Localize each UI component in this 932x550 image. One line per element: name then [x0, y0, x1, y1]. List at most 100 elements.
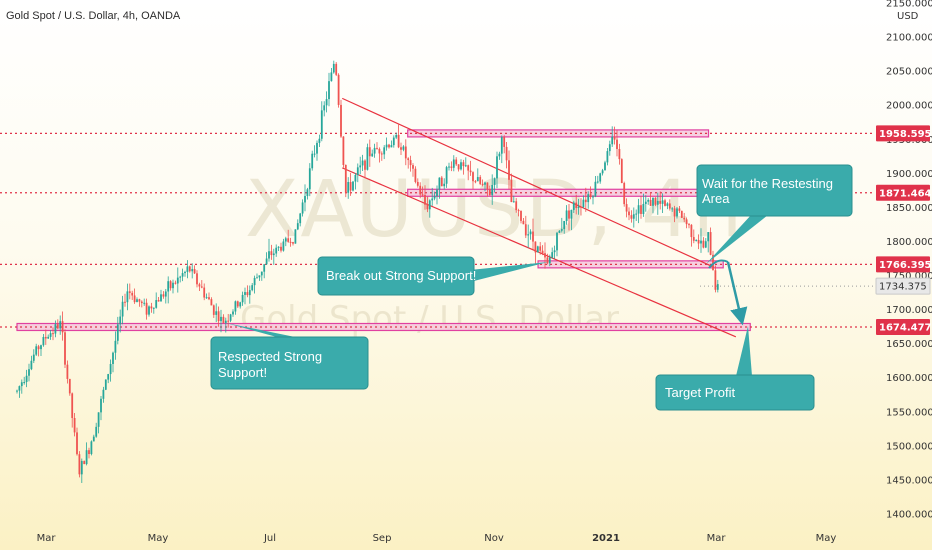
candle-body: [352, 181, 354, 191]
candle-body: [109, 363, 112, 375]
candle-body: [592, 196, 594, 198]
candle-body: [628, 211, 630, 216]
price-tick-label: 1850.000: [886, 203, 932, 214]
candle-body: [56, 324, 59, 329]
time-tick-label: Mar: [707, 533, 727, 544]
candle-body: [500, 137, 503, 154]
candle-body: [695, 239, 698, 241]
price-tick-label: 2000.000: [886, 101, 932, 112]
candle-body: [558, 230, 561, 233]
candle-body: [265, 258, 268, 265]
price-tag-label: 1871.464: [879, 188, 932, 199]
candle-body: [66, 364, 69, 379]
candle-body: [140, 301, 143, 304]
candle-body: [620, 159, 623, 184]
candle-body: [520, 211, 522, 221]
callout-pointer: [706, 214, 768, 264]
candle-body: [148, 306, 150, 315]
candle-body: [47, 336, 50, 339]
callout-target[interactable]: Target Profit: [655, 326, 815, 411]
candle-body: [270, 251, 273, 256]
candle-body: [193, 269, 196, 274]
candle-body: [421, 194, 424, 196]
candle-body: [311, 153, 314, 169]
callout-pointer: [226, 323, 300, 339]
candle-body: [172, 282, 174, 289]
candle-body: [325, 99, 328, 106]
time-axis[interactable]: Mar May Jul Sep Nov 2021 Mar May: [37, 533, 837, 544]
candle-body: [224, 320, 227, 323]
candle-body: [580, 206, 582, 208]
candle-body: [64, 332, 66, 365]
candle-body: [484, 182, 486, 185]
candle-body: [613, 136, 616, 140]
candle-body: [373, 147, 376, 154]
candle-body: [440, 177, 443, 187]
candle-body: [594, 181, 597, 197]
candle-body: [606, 151, 609, 163]
candle-body: [589, 194, 592, 198]
candle-body: [618, 149, 621, 160]
candle-body: [330, 72, 333, 82]
candle-body: [313, 153, 316, 155]
candle-body: [284, 238, 287, 242]
time-tick-label: Sep: [373, 533, 392, 544]
candle-body: [572, 202, 575, 210]
candle-body: [419, 185, 422, 195]
candle-body: [582, 199, 585, 207]
candle-body: [121, 301, 124, 317]
candle-body: [671, 208, 674, 210]
candle-body: [342, 136, 345, 165]
candle-body: [469, 170, 472, 173]
candle-body: [215, 311, 218, 315]
price-tag-bg: [876, 318, 930, 335]
candle-body: [599, 173, 602, 182]
candle-body: [364, 160, 366, 170]
price-axis[interactable]: USD 2150.0002100.0002050.0002000.0001950…: [875, 0, 932, 521]
candle-body: [604, 162, 606, 171]
callout-box: [210, 336, 369, 390]
candle-body: [661, 200, 664, 204]
candle-body: [44, 336, 47, 339]
candle-body: [179, 276, 182, 278]
candle-body: [551, 252, 554, 258]
candle-body: [544, 253, 546, 258]
candle-body: [76, 432, 78, 455]
candle-body: [23, 382, 26, 384]
candle-body: [380, 153, 383, 155]
callout-resting[interactable]: Wait for the Restesting Area: [696, 164, 853, 264]
candle-body: [32, 354, 35, 361]
candle-body: [236, 301, 239, 307]
candle-body: [428, 200, 431, 210]
candle-body: [292, 242, 294, 244]
candle-body: [505, 146, 508, 161]
callout-box: [317, 256, 475, 296]
callout-respected[interactable]: Respected Strong Support!: [210, 323, 369, 390]
callout-breakout[interactable]: Break out Strong Support!: [317, 256, 548, 296]
price-tick-label: 1600.000: [886, 373, 932, 384]
candle-body: [167, 281, 170, 292]
candle-body: [611, 136, 614, 145]
candle-body: [493, 178, 496, 185]
candle-body: [356, 167, 359, 175]
candle-body: [402, 146, 405, 150]
projection-arrow: [726, 261, 748, 326]
candle-body: [59, 321, 62, 329]
candle-body: [241, 294, 244, 303]
candle-body: [71, 393, 74, 419]
candle-body: [227, 320, 230, 322]
candle-body: [282, 241, 285, 251]
watermark-name: Gold Spot / U.S. Dollar: [240, 299, 619, 339]
candle-body: [248, 290, 251, 296]
time-tick-label: May: [148, 533, 169, 544]
candle-body: [548, 257, 551, 264]
candle-body: [649, 199, 652, 206]
candle-body: [416, 181, 419, 186]
candle-body: [251, 285, 254, 291]
candle-body: [503, 137, 506, 147]
candle-body: [328, 81, 330, 100]
candle-body: [107, 374, 110, 380]
candle-body: [481, 183, 484, 185]
candle-body: [412, 165, 414, 169]
